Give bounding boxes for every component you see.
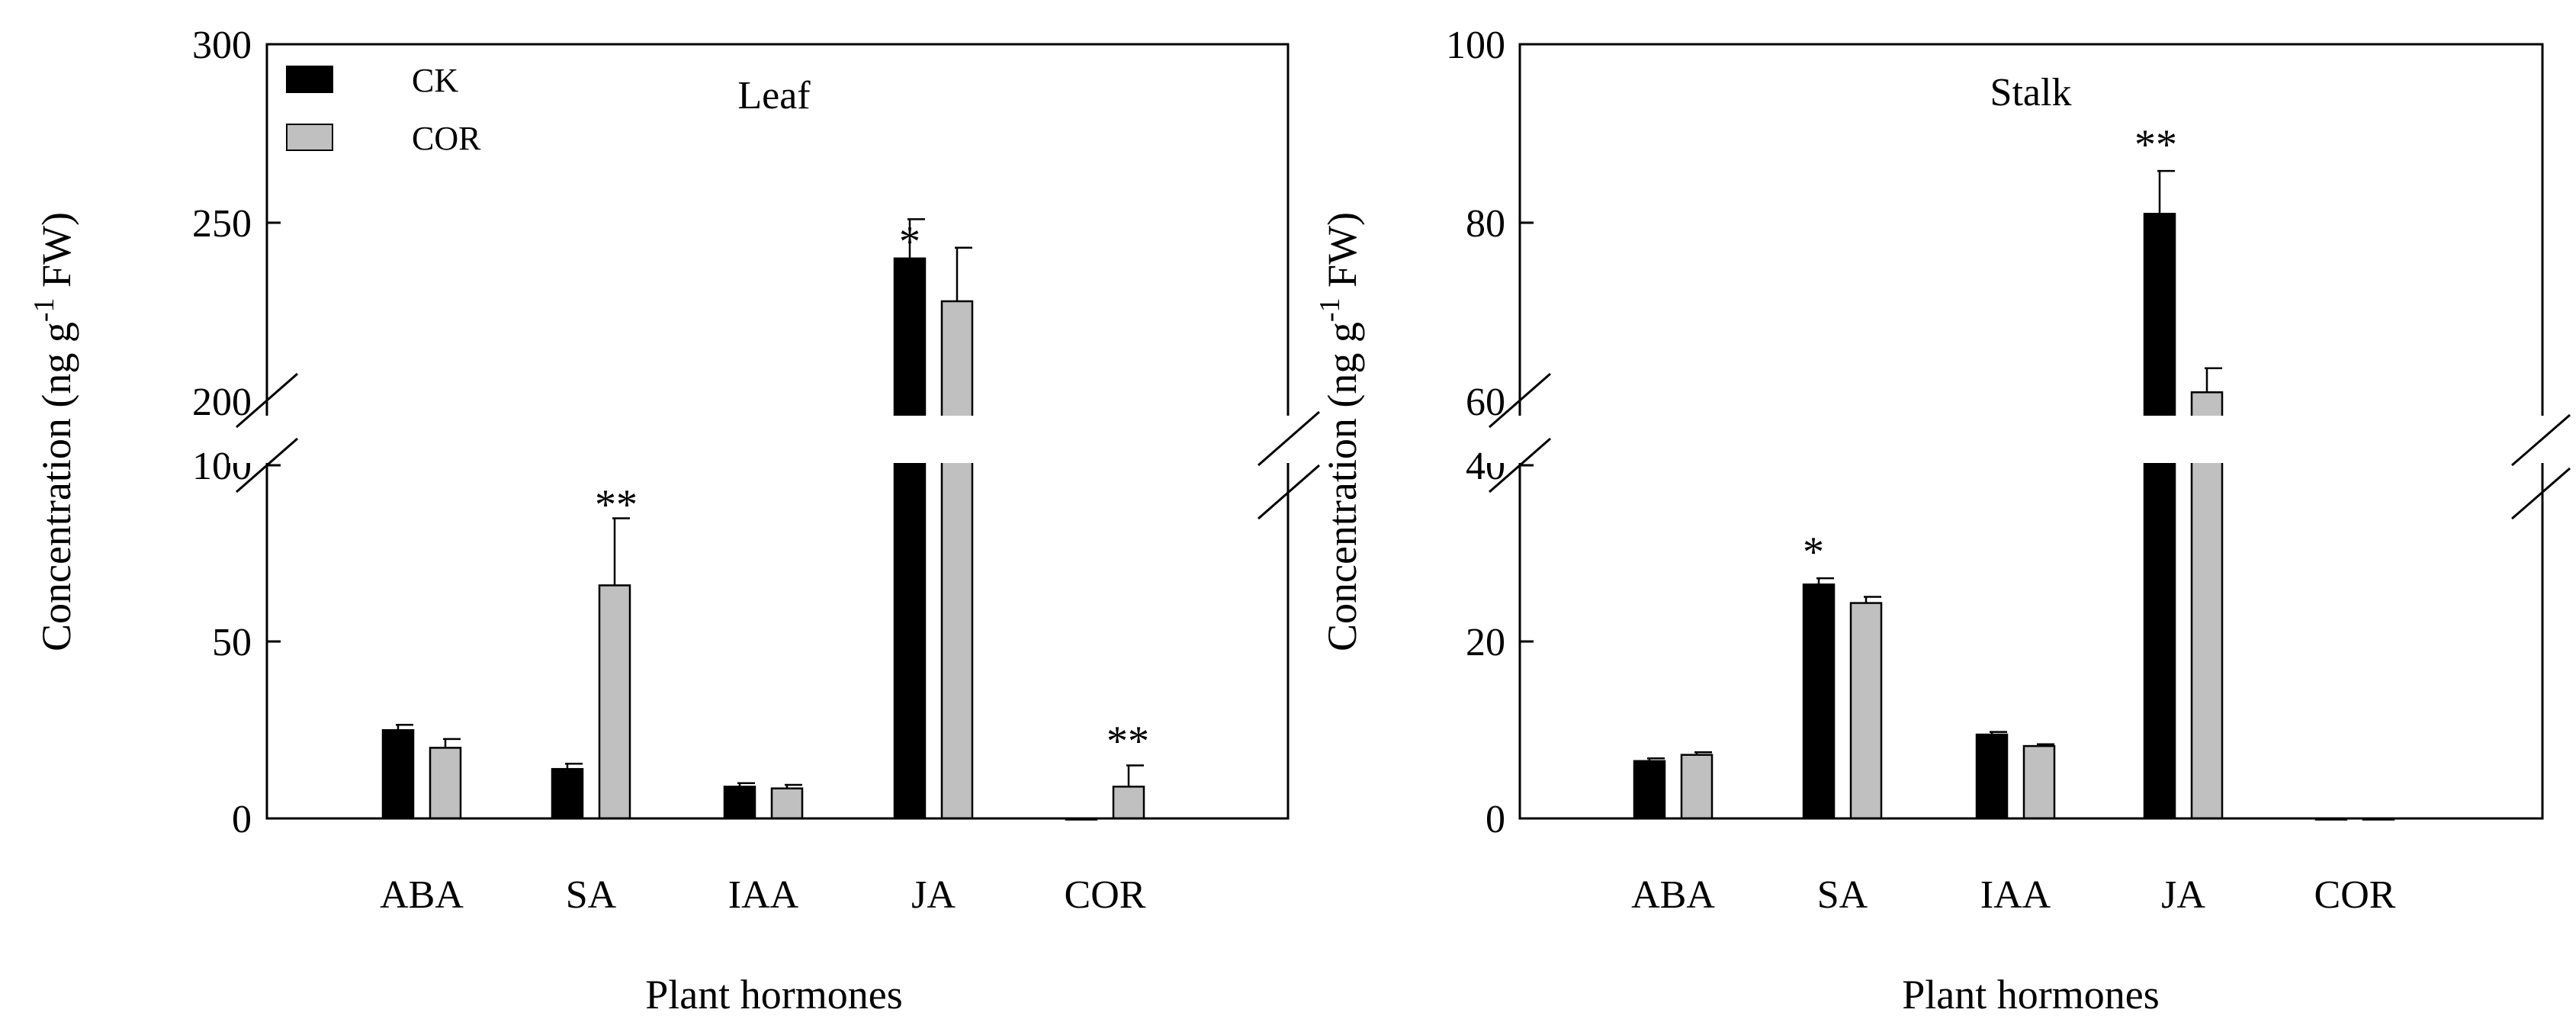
leaf-x-axis-title: Plant hormones — [645, 972, 902, 1018]
leaf-panel-title: Leaf — [737, 74, 811, 117]
legend-swatch-cor — [286, 124, 333, 151]
leaf-bar-cor-cor — [1112, 786, 1145, 820]
stalk-xtick-aba: ABA — [1631, 873, 1715, 917]
stalk-bar-ja-ck — [2143, 213, 2176, 820]
stalk-sig-sa-ck: * — [1803, 529, 1824, 576]
stalk-xtick-ja: JA — [2161, 873, 2205, 917]
leaf-xtick-aba: ABA — [380, 873, 464, 917]
stalk-bar-iaa-ck — [1975, 733, 2009, 820]
leaf-ytick-250: 250 — [192, 202, 252, 246]
leaf-y-axis-title: Concentration (ng g-1 FW) — [28, 212, 79, 651]
stalk-break-mark-right-upper — [2511, 413, 2571, 467]
legend: CK COR — [286, 62, 481, 157]
stalk-xtick-cor: COR — [2314, 873, 2396, 917]
stalk-panel-title: Stalk — [1990, 71, 2072, 114]
leaf-ytick-0: 0 — [232, 798, 252, 841]
leaf-xtick-iaa: IAA — [728, 873, 799, 917]
stalk-bar-aba-cor — [1680, 754, 1714, 820]
leaf-break-mark-left-upper — [236, 372, 298, 429]
leaf-sig-sa-cor: ** — [595, 481, 638, 529]
stalk-panel: 100 80 60 40 20 0 * ** ABA SA IAA JA COR… — [1314, 24, 2571, 1018]
stalk-ytick-0: 0 — [1486, 798, 1505, 841]
leaf-break-gap — [229, 416, 1312, 463]
legend-label-cor: COR — [412, 120, 481, 157]
leaf-break-mark-right-lower — [1257, 464, 1320, 520]
leaf-break-mark-left-lower — [236, 437, 298, 493]
leaf-ytick-50: 50 — [212, 621, 252, 664]
stalk-ytick-80: 80 — [1466, 202, 1505, 246]
leaf-bar-sa-ck — [551, 767, 584, 820]
stalk-break-mark-left-upper — [1489, 372, 1551, 429]
stalk-xtick-sa: SA — [1817, 873, 1868, 917]
stalk-y-axis-title: Concentration (ng g-1 FW) — [1314, 212, 1365, 651]
stalk-bars — [1633, 169, 2395, 821]
stalk-bar-ja-cor — [2190, 391, 2224, 820]
stalk-break-gap — [1483, 416, 2570, 463]
leaf-xtick-sa: SA — [566, 873, 617, 917]
leaf-xtick-cor: COR — [1065, 873, 1146, 917]
stalk-xtick-iaa: IAA — [1980, 873, 2051, 917]
stalk-bar-aba-ck — [1633, 760, 1666, 820]
leaf-bar-iaa-cor — [770, 787, 804, 820]
stalk-x-axis-title: Plant hormones — [1902, 972, 2159, 1018]
leaf-bars — [381, 218, 1145, 821]
stalk-sig-ja-ck: ** — [2134, 121, 2177, 169]
leaf-bar-sa-cor — [598, 584, 631, 820]
stalk-break-mark-left-lower — [1489, 437, 1551, 493]
leaf-bar-ja-ck — [893, 257, 927, 820]
leaf-bar-aba-ck — [381, 729, 415, 820]
leaf-xtick-ja: JA — [911, 873, 956, 917]
legend-label-ck: CK — [412, 62, 458, 99]
stalk-bar-sa-ck — [1802, 584, 1836, 820]
stalk-break-mark-right-lower — [2511, 467, 2571, 520]
leaf-sig-cor-cor: ** — [1107, 718, 1149, 765]
leaf-sig-ja-ck: * — [899, 218, 920, 265]
stalk-ytick-100: 100 — [1446, 24, 1505, 67]
stalk-bar-iaa-cor — [2022, 744, 2056, 820]
leaf-panel: 300 250 200 100 50 0 * ** ** ABA SA IAA … — [28, 24, 1320, 1018]
leaf-ytick-300: 300 — [192, 24, 252, 67]
stalk-ytick-20: 20 — [1466, 621, 1505, 664]
leaf-bar-aba-cor — [429, 747, 462, 820]
legend-swatch-ck — [286, 66, 333, 93]
leaf-bar-iaa-ck — [723, 786, 756, 820]
leaf-bar-ja-cor — [940, 300, 974, 820]
leaf-break-mark-right-upper — [1257, 410, 1320, 467]
stalk-bar-sa-cor — [1849, 602, 1883, 820]
